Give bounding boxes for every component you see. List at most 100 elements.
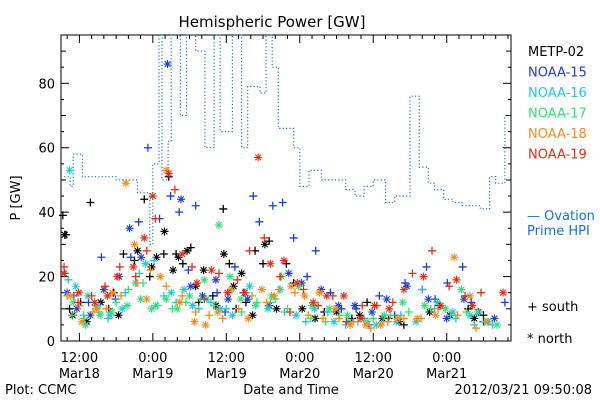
y-tick-label: 80: [38, 77, 55, 92]
legend-item: NOAA-18: [528, 127, 587, 142]
marker-south-noaa-16: [301, 317, 310, 326]
x-axis-label: Date and Time: [243, 383, 339, 398]
marker-south-noaa-19: [74, 298, 83, 307]
marker-north-noaa-15: [382, 295, 391, 304]
marker-north-noaa-16: [372, 320, 381, 329]
marker-north-noaa-15: [284, 269, 293, 278]
legend-ovation-line2: Prime HPI: [527, 224, 590, 239]
marker-north-noaa-19: [370, 301, 379, 310]
marker-north-noaa-17: [441, 304, 450, 313]
marker-north-noaa-15: [125, 224, 134, 233]
marker-north-noaa-16: [392, 317, 401, 326]
marker-south-noaa-18: [178, 291, 187, 300]
marker-north-noaa-19: [192, 279, 201, 288]
marker-north-noaa-17: [173, 304, 182, 313]
marker-north-noaa-15: [224, 295, 233, 304]
marker-north-noaa-19: [178, 250, 187, 259]
marker-south-noaa-15: [458, 262, 467, 271]
marker-south-noaa-15: [191, 201, 200, 210]
x-tick-label: 0:00: [432, 351, 461, 366]
marker-south-noaa-15: [249, 192, 258, 201]
marker-north-noaa-18: [345, 320, 354, 329]
marker-north-noaa-18: [213, 308, 222, 317]
marker-north-noaa-17: [363, 317, 372, 326]
marker-north-noaa-19: [279, 256, 288, 265]
marker-south-noaa-17: [112, 298, 121, 307]
marker-north-metp-02: [219, 250, 228, 259]
marker-north-metp-02: [133, 246, 142, 255]
marker-north-metp-02: [272, 304, 281, 313]
marker-south-noaa-18: [234, 304, 243, 313]
marker-south-noaa-15: [268, 201, 277, 210]
marker-north-metp-02: [332, 308, 341, 317]
x-tick-date: Mar21: [426, 367, 467, 382]
marker-north-noaa-17: [294, 282, 303, 291]
marker-south-noaa-19: [477, 288, 485, 297]
marker-south-noaa-19: [142, 246, 151, 255]
marker-north-noaa-15: [72, 304, 81, 313]
marker-south-noaa-19: [276, 272, 285, 281]
marker-south-noaa-17: [124, 285, 133, 294]
marker-north-noaa-19: [339, 291, 348, 300]
marker-north-noaa-19: [90, 298, 99, 307]
marker-north-noaa-15: [265, 301, 274, 310]
legend: METP-02 NOAA-15 NOAA-16 NOAA-17 NOAA-18 NOAA-…: [527, 45, 595, 347]
marker-south-noaa-15: [375, 291, 384, 300]
marker-north-noaa-19: [223, 288, 232, 297]
marker-north-noaa-15: [211, 275, 220, 284]
marker-south-noaa-19: [445, 282, 454, 291]
marker-north-noaa-15: [86, 311, 95, 320]
marker-south-noaa-15: [213, 288, 222, 297]
marker-south-noaa-15: [401, 279, 410, 288]
x-tick-label: 0:00: [285, 351, 314, 366]
marker-north-noaa-17: [185, 291, 194, 300]
marker-north-noaa-18: [142, 295, 151, 304]
marker-south-noaa-17: [404, 308, 413, 317]
marker-south-noaa-19: [388, 298, 397, 307]
marker-south-noaa-15: [143, 143, 152, 152]
marker-south-noaa-15: [311, 246, 320, 255]
marker-north-noaa-16: [433, 298, 442, 307]
marker-north-noaa-18: [450, 253, 459, 262]
marker-north-noaa-19: [207, 266, 216, 275]
marker-south-noaa-19: [151, 214, 160, 223]
marker-south-noaa-18: [366, 324, 375, 333]
marker-north-noaa-17: [380, 311, 389, 320]
y-tick-label: 0: [47, 335, 55, 350]
marker-south-noaa-19: [342, 317, 351, 326]
marker-north-noaa-16: [180, 285, 189, 294]
marker-south-noaa-18: [248, 291, 257, 300]
x-tick-date: Mar19: [132, 367, 173, 382]
marker-north-noaa-18: [66, 291, 75, 300]
marker-south-noaa-19: [314, 301, 323, 310]
marker-north-metp-02: [355, 311, 364, 320]
marker-north-noaa-18: [315, 288, 324, 297]
marker-south-noaa-18: [162, 282, 171, 291]
marker-south-noaa-19: [233, 275, 242, 284]
marker-north-noaa-15: [198, 291, 207, 300]
marker-north-metp-02: [82, 317, 91, 326]
marker-north-noaa-17: [225, 272, 234, 281]
marker-north-noaa-17: [123, 301, 132, 310]
plot-frame: [60, 34, 512, 342]
marker-south-metp-02: [259, 259, 268, 268]
marker-south-noaa-18: [191, 308, 200, 317]
legend-item: NOAA-15: [528, 66, 587, 81]
marker-south-noaa-15: [278, 198, 287, 207]
marker-south-metp-02: [119, 250, 128, 259]
marker-north-noaa-16: [245, 282, 254, 291]
marker-north-noaa-18: [92, 304, 101, 313]
footer-right: 2012/03/21 09:50:08: [455, 383, 592, 398]
marker-north-metp-02: [248, 311, 257, 320]
marker-north-noaa-16: [118, 304, 127, 313]
marker-north-noaa-19: [385, 304, 394, 313]
marker-north-noaa-16: [167, 288, 176, 297]
marker-south-noaa-19: [101, 282, 110, 291]
marker-south-metp-02: [225, 259, 234, 268]
marker-north-noaa-17: [162, 295, 171, 304]
marker-south-noaa-15: [230, 262, 239, 271]
marker-south-metp-02: [219, 204, 228, 213]
marker-south-metp-02: [86, 198, 95, 207]
marker-south-noaa-18: [218, 314, 227, 323]
marker-north-noaa-17: [325, 304, 334, 313]
